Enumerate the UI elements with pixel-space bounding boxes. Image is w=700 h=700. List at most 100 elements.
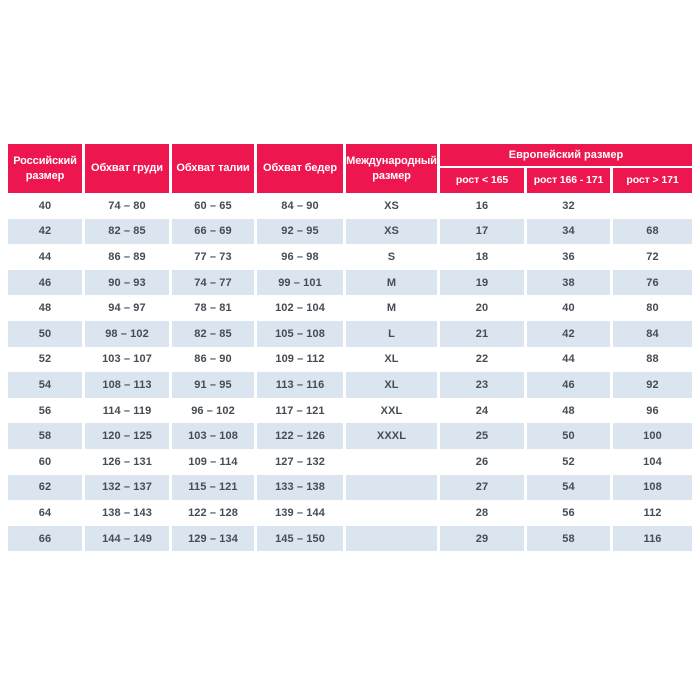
table-cell: 86 – 89 [85, 244, 172, 270]
table-cell: 122 – 128 [172, 500, 257, 526]
table-cell: 96 [646, 404, 659, 417]
table-row: 42 82 – 85 66 – 69 92 – 95 XS 17 34 68 [8, 218, 692, 245]
table-cell: 25 [440, 423, 527, 449]
table-cell: S [346, 244, 440, 270]
table-cell [346, 474, 440, 501]
table-cell: 19 [440, 269, 527, 296]
table-cell: 40 [8, 193, 85, 219]
table-cell: 60 [8, 448, 85, 475]
table-cell: 38 [527, 269, 613, 296]
table-row: 62 132 – 137 115 – 121 133 – 138 27 54 108 [8, 474, 692, 501]
group-subheaders: рост < 165 рост 166 - 171 рост > 171 [440, 168, 692, 193]
table-cell: 54 [527, 474, 613, 501]
table-cell: 78 – 81 [172, 295, 257, 321]
table-cell: 127 – 132 [257, 448, 346, 475]
table-row: 60 126 – 131 109 – 114 127 – 132 26 52 104 [8, 448, 692, 475]
table-cell: XXXL [346, 423, 440, 449]
table-cell: 46 [8, 269, 85, 296]
table-cell: 90 – 93 [85, 269, 172, 296]
table-cell: 114 – 119 [85, 397, 172, 424]
table-cell: 34 [527, 218, 613, 245]
table-cell: 132 – 137 [85, 474, 172, 501]
table-cell: 58 [8, 423, 85, 449]
table-cell: M [346, 295, 440, 321]
table-cell: 98 – 102 [85, 320, 172, 347]
table-row: 40 74 – 80 60 – 65 84 – 90 XS 16 32 [8, 193, 692, 219]
table-cell: 99 – 101 [257, 269, 346, 296]
table-cell: 42 [8, 218, 85, 245]
table-cell: 60 – 65 [172, 193, 257, 219]
table-cell: 29 [440, 525, 527, 552]
table-cell: L [346, 320, 440, 347]
table-cell: 28 [440, 500, 527, 526]
table-cell: 120 – 125 [85, 423, 172, 449]
table-cell: 88 [646, 353, 659, 366]
table-cell: 103 – 107 [85, 346, 172, 373]
table-cell: 126 – 131 [85, 448, 172, 475]
table-cell: 48 [8, 295, 85, 321]
table-cell: 80 [646, 302, 659, 315]
table-cell: 76 [613, 269, 692, 296]
table-cell: 72 [646, 250, 659, 263]
table-cell: 104 [643, 455, 662, 468]
table-cell: 50 [527, 423, 613, 449]
subcolumn-header-height-over-171: рост > 171 [613, 168, 692, 193]
table-cell: 82 – 85 [85, 218, 172, 245]
table-cell [346, 525, 440, 552]
table-cell: 139 – 144 [257, 500, 346, 526]
table-cell: 96 – 102 [172, 397, 257, 424]
group-header-european-size: Европейский размер [440, 144, 692, 168]
table-cell: 26 [440, 448, 527, 475]
column-header-russian-size: Российский размер [8, 144, 85, 193]
table-cell: 42 [527, 320, 613, 347]
table-cell: 105 – 108 [257, 320, 346, 347]
table-row: 44 86 – 89 77 – 73 96 – 98 S 18 36 72 [8, 244, 692, 270]
table-cell: 68 [613, 218, 692, 245]
table-cell: 108 [613, 474, 692, 501]
table-row: 56 114 – 119 96 – 102 117 – 121 XXL 24 48 96 [8, 397, 692, 424]
table-cell: 64 [8, 500, 85, 526]
table-cell: 94 – 97 [85, 295, 172, 321]
table-cell: 100 [613, 423, 692, 449]
column-header-waist: Обхват талии [172, 144, 257, 193]
subcolumn-header-height-under-165: рост < 165 [440, 168, 527, 193]
table-cell: 129 – 134 [172, 525, 257, 552]
subcolumn-header-height-166-171: рост 166 - 171 [527, 168, 613, 193]
table-cell: 86 – 90 [172, 346, 257, 373]
table-row: 66 144 – 149 129 – 134 145 – 150 29 58 116 [8, 525, 692, 552]
table-cell: 74 – 77 [172, 269, 257, 296]
table-cell: 102 – 104 [257, 295, 346, 321]
table-cell: 48 [527, 397, 613, 424]
table-cell: 66 [8, 525, 85, 552]
table-cell: 117 – 121 [257, 397, 346, 424]
table-row: 52 103 – 107 86 – 90 109 – 112 XL 22 44 88 [8, 346, 692, 373]
column-group-european-size: Европейский размер рост < 165 рост 166 -… [440, 144, 692, 193]
table-cell: 112 [643, 506, 662, 519]
table-cell: 74 – 80 [85, 193, 172, 219]
table-cell: 17 [440, 218, 527, 245]
table-cell: XS [346, 193, 440, 219]
table-cell: M [346, 269, 440, 296]
table-row: 58 120 – 125 103 – 108 122 – 126 XXXL 25 50 100 [8, 423, 692, 449]
table-cell: XS [346, 218, 440, 245]
table-cell: 27 [440, 474, 527, 501]
table-cell: XXL [346, 397, 440, 424]
column-header-hips: Обхват бедер [257, 144, 346, 193]
table-row: 64 138 – 143 122 – 128 139 – 144 28 56 112 [8, 500, 692, 526]
column-header-chest: Обхват груди [85, 144, 172, 193]
table-cell: 116 [613, 525, 692, 552]
table-cell: 109 – 114 [172, 448, 257, 475]
table-cell: 36 [527, 244, 613, 270]
table-cell: 84 [613, 320, 692, 347]
table-cell: 22 [440, 346, 527, 373]
table-cell: 20 [440, 295, 527, 321]
table-cell: XL [346, 372, 440, 398]
table-cell: 23 [440, 372, 527, 398]
table-cell: 56 [527, 500, 613, 526]
table-cell: 103 – 108 [172, 423, 257, 449]
table-cell [613, 193, 692, 219]
table-cell: 109 – 112 [257, 346, 346, 373]
table-cell: 96 – 98 [257, 244, 346, 270]
table-row: 46 90 – 93 74 – 77 99 – 101 M 19 38 76 [8, 269, 692, 296]
table-cell: 92 [613, 372, 692, 398]
